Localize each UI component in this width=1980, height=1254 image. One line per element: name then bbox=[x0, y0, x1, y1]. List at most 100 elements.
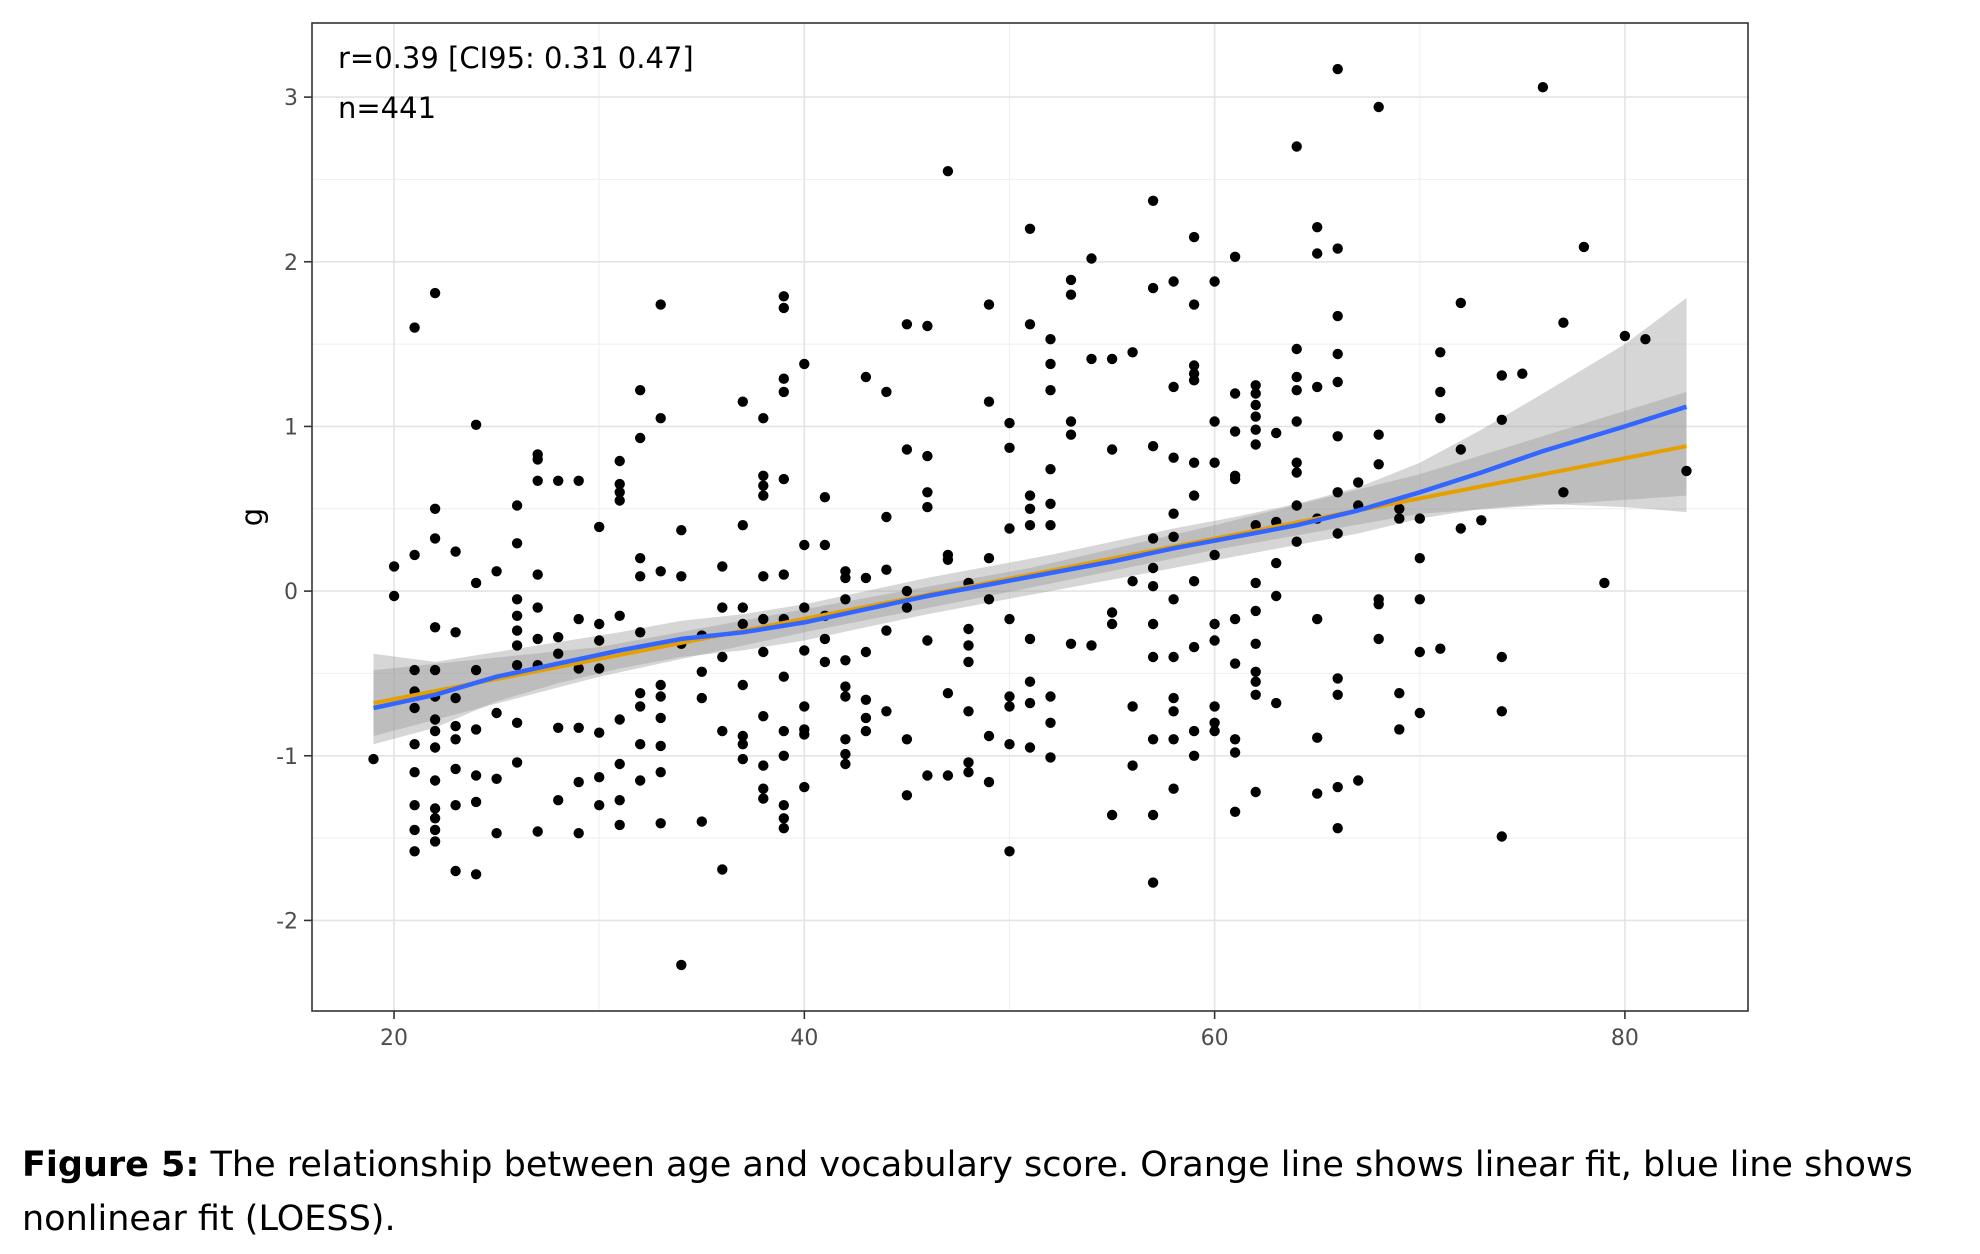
data-point bbox=[1250, 638, 1261, 649]
data-point bbox=[635, 571, 646, 582]
y-tick-label: 2 bbox=[284, 251, 298, 276]
data-point bbox=[676, 525, 687, 536]
data-point bbox=[573, 722, 584, 733]
data-point bbox=[1045, 520, 1056, 531]
data-point bbox=[450, 800, 461, 811]
data-point bbox=[635, 627, 646, 638]
linear-confidence-band bbox=[373, 391, 1687, 736]
data-point bbox=[1271, 697, 1282, 709]
figure-caption-text: The relationship between age and vocabul… bbox=[22, 1145, 1913, 1239]
data-point bbox=[594, 727, 605, 738]
data-point bbox=[1435, 413, 1446, 424]
data-point bbox=[1147, 734, 1159, 745]
data-point bbox=[758, 490, 769, 501]
data-point bbox=[1332, 673, 1343, 684]
data-point bbox=[1291, 371, 1302, 383]
data-point bbox=[963, 656, 974, 668]
data-point bbox=[1435, 643, 1446, 654]
data-point bbox=[614, 495, 625, 506]
data-point bbox=[778, 373, 789, 384]
data-point bbox=[409, 664, 420, 676]
data-point bbox=[470, 419, 482, 430]
data-point bbox=[1373, 429, 1384, 440]
data-point bbox=[491, 566, 502, 577]
data-point bbox=[470, 796, 482, 808]
data-point bbox=[511, 610, 523, 621]
data-point bbox=[1147, 581, 1159, 592]
data-point bbox=[614, 487, 625, 498]
data-point bbox=[758, 480, 769, 491]
data-point bbox=[450, 627, 461, 638]
data-point bbox=[573, 776, 584, 788]
data-point bbox=[1455, 523, 1467, 534]
data-point bbox=[1373, 101, 1384, 113]
data-point bbox=[1332, 431, 1343, 442]
fit-lines bbox=[373, 404, 1688, 711]
data-point bbox=[1004, 442, 1015, 453]
data-point bbox=[778, 750, 789, 761]
data-point bbox=[922, 501, 933, 513]
data-point bbox=[614, 819, 625, 831]
data-point bbox=[1271, 590, 1282, 602]
data-point bbox=[1065, 289, 1077, 300]
data-point bbox=[737, 520, 748, 531]
data-point bbox=[778, 800, 789, 811]
data-point bbox=[655, 767, 666, 778]
data-point bbox=[922, 770, 933, 781]
data-point bbox=[1004, 701, 1015, 712]
data-point bbox=[532, 602, 543, 613]
data-point bbox=[778, 813, 789, 824]
annotation-sample-size: n=441 bbox=[338, 91, 436, 125]
data-point bbox=[1312, 788, 1323, 799]
data-point bbox=[717, 602, 728, 613]
data-point bbox=[1394, 503, 1405, 514]
data-point bbox=[1455, 297, 1467, 309]
data-point bbox=[409, 549, 420, 561]
data-point bbox=[963, 757, 974, 768]
data-point bbox=[963, 623, 974, 635]
data-point bbox=[1619, 330, 1631, 342]
data-point bbox=[1024, 676, 1036, 687]
data-point bbox=[491, 707, 502, 719]
data-point bbox=[778, 725, 789, 737]
data-point bbox=[881, 511, 892, 523]
data-point bbox=[655, 712, 666, 724]
data-point bbox=[1045, 498, 1056, 509]
data-point bbox=[1250, 605, 1261, 617]
data-point bbox=[635, 432, 646, 444]
data-point bbox=[758, 783, 769, 794]
data-point bbox=[429, 622, 441, 633]
data-point bbox=[511, 717, 523, 728]
data-point bbox=[553, 475, 564, 486]
data-point bbox=[614, 455, 625, 467]
data-point bbox=[1004, 523, 1015, 534]
data-point bbox=[594, 663, 605, 674]
data-point bbox=[983, 730, 995, 742]
data-point bbox=[860, 694, 872, 705]
data-point bbox=[1168, 651, 1179, 663]
data-point bbox=[655, 818, 666, 829]
data-point bbox=[819, 492, 831, 503]
data-point bbox=[1640, 334, 1651, 345]
data-point bbox=[799, 729, 810, 740]
data-point bbox=[655, 679, 666, 691]
data-point bbox=[635, 385, 646, 396]
data-point bbox=[1229, 734, 1241, 745]
data-point bbox=[737, 679, 748, 691]
data-point bbox=[614, 795, 625, 806]
data-point bbox=[799, 645, 810, 656]
data-point bbox=[429, 533, 441, 544]
data-point bbox=[1004, 417, 1015, 429]
data-point bbox=[1004, 739, 1015, 750]
data-point bbox=[594, 618, 605, 630]
x-tick-label: 80 bbox=[1611, 1026, 1639, 1051]
data-point bbox=[491, 828, 502, 839]
data-point bbox=[696, 816, 707, 827]
data-point bbox=[840, 655, 851, 666]
data-point bbox=[429, 287, 441, 299]
data-point bbox=[1332, 823, 1343, 834]
data-point bbox=[1250, 424, 1261, 435]
data-point bbox=[1496, 651, 1508, 663]
scatter-chart: 20 40 60 80 -2 -1 0 1 2 3 r=0.39 [CI95: 0.31 0.4… bbox=[235, 22, 1749, 1070]
data-point bbox=[1147, 877, 1159, 888]
